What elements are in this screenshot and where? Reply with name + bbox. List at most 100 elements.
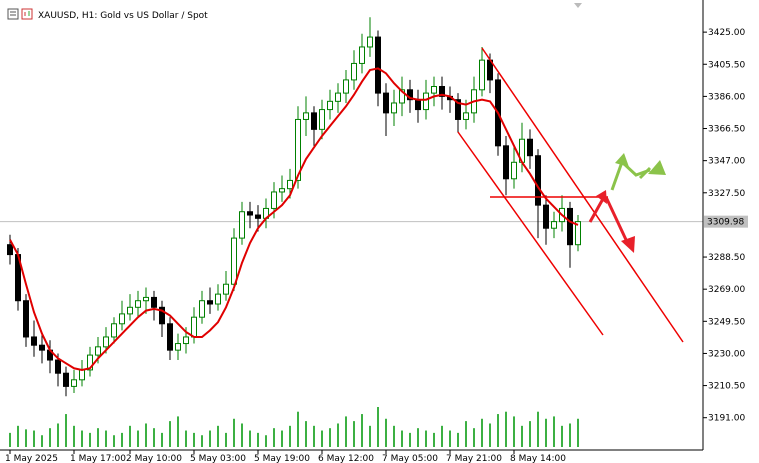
candle-body <box>391 102 397 114</box>
symbol-icons <box>7 8 33 20</box>
candle-body <box>335 92 341 102</box>
candle-body <box>575 221 581 246</box>
volume-bar <box>297 411 299 447</box>
volume-bar <box>497 414 499 447</box>
candle-body <box>439 86 445 97</box>
x-tick-label: 5 May 19:00 <box>254 454 310 463</box>
candle-body <box>375 36 381 94</box>
volume-bar <box>281 430 283 447</box>
y-tick-label: 3249.50 <box>708 317 745 327</box>
x-tick-label: 1 May 17:00 <box>70 454 126 463</box>
arrow-head <box>648 160 666 175</box>
volume-bar <box>33 430 35 447</box>
current-price-label: 3309.98 <box>707 218 744 228</box>
volume-bar <box>225 432 227 447</box>
candle-body <box>535 155 541 206</box>
arrow-head <box>596 190 607 204</box>
arrow-head <box>615 153 629 167</box>
arrow <box>610 159 651 191</box>
candle-body <box>543 204 549 229</box>
volume-bar <box>449 430 451 447</box>
candle-body <box>23 300 29 338</box>
volume-bar <box>201 435 203 447</box>
candle-body <box>567 207 573 246</box>
volume-bar <box>57 423 59 447</box>
volume-bar <box>425 430 427 447</box>
candle-body <box>39 344 45 351</box>
candle-body <box>399 89 405 104</box>
candle-body <box>159 306 165 325</box>
volume-bar <box>233 418 235 447</box>
volume-bar <box>369 425 371 447</box>
volume-bar <box>137 430 139 447</box>
scroll-marker <box>574 3 582 8</box>
candle-body <box>431 86 437 94</box>
volume-bar <box>561 425 563 447</box>
candle-body <box>111 323 117 338</box>
drawing-objects <box>457 47 684 343</box>
volume-bar <box>289 425 291 447</box>
y-tick-label: 3347.00 <box>708 157 745 167</box>
channel-line <box>481 47 684 343</box>
volume-bar <box>193 432 195 447</box>
arrow <box>588 196 606 223</box>
candle-body <box>103 336 109 348</box>
plot-area: 3191.00 3210.50 3230.00 3249.50 3269.00 3288.… <box>0 17 748 463</box>
volume-bar <box>153 428 155 447</box>
candle-body <box>383 92 389 114</box>
y-tick-label: 3366.50 <box>708 125 745 135</box>
candle-body <box>127 306 133 315</box>
candle-body <box>303 112 309 120</box>
candle-body <box>479 59 485 91</box>
x-tick-label: 7 May 21:00 <box>446 454 502 463</box>
candle-body <box>367 36 373 48</box>
candle-body <box>503 145 509 180</box>
y-tick-label: 3425.00 <box>708 28 745 38</box>
volume-bar <box>409 432 411 447</box>
arrow <box>604 196 630 245</box>
volume-bar <box>177 416 179 447</box>
candle-body <box>95 346 101 356</box>
volume-bar <box>377 407 379 447</box>
candle-body <box>231 237 237 285</box>
volume-bar <box>41 435 43 447</box>
y-tick-label: 3327.50 <box>708 189 745 199</box>
candle-body <box>79 369 85 381</box>
volume-bar <box>537 411 539 447</box>
candle-body <box>311 112 317 130</box>
volume-bar <box>105 430 107 447</box>
candle-body <box>55 359 61 374</box>
candle-body <box>223 283 229 295</box>
volume-bar <box>393 425 395 447</box>
candle-body <box>71 379 77 387</box>
candle-body <box>87 354 93 371</box>
candle-body <box>31 336 37 346</box>
candle-body <box>343 79 349 94</box>
volume-bar <box>25 429 27 447</box>
candle-body <box>359 46 365 64</box>
volume-bar <box>257 432 259 447</box>
volume-bar <box>129 425 131 447</box>
candle-body <box>207 300 213 305</box>
volume-bar <box>249 430 251 447</box>
volume-bar <box>217 425 219 447</box>
moving-average <box>9 67 579 371</box>
volume-bar <box>169 421 171 447</box>
icon <box>7 8 19 20</box>
candle-body <box>551 221 557 229</box>
volume-bar <box>441 425 443 447</box>
volume-bar <box>361 414 363 447</box>
volume-bar <box>9 432 11 447</box>
y-tick-label: 3191.00 <box>708 414 745 424</box>
volume-bar <box>417 428 419 447</box>
x-tick-label: 1 May 2025 <box>5 454 58 463</box>
candle-body <box>119 313 125 325</box>
volume-bar <box>481 418 483 447</box>
y-tick-label: 3386.00 <box>708 92 745 102</box>
volume-bar <box>17 425 19 447</box>
volume-bar <box>577 418 579 447</box>
chart-title: XAUUSD, H1: Gold vs US Dollar / Spot <box>38 11 208 21</box>
volume-bar <box>345 416 347 447</box>
candle-body <box>271 191 277 209</box>
